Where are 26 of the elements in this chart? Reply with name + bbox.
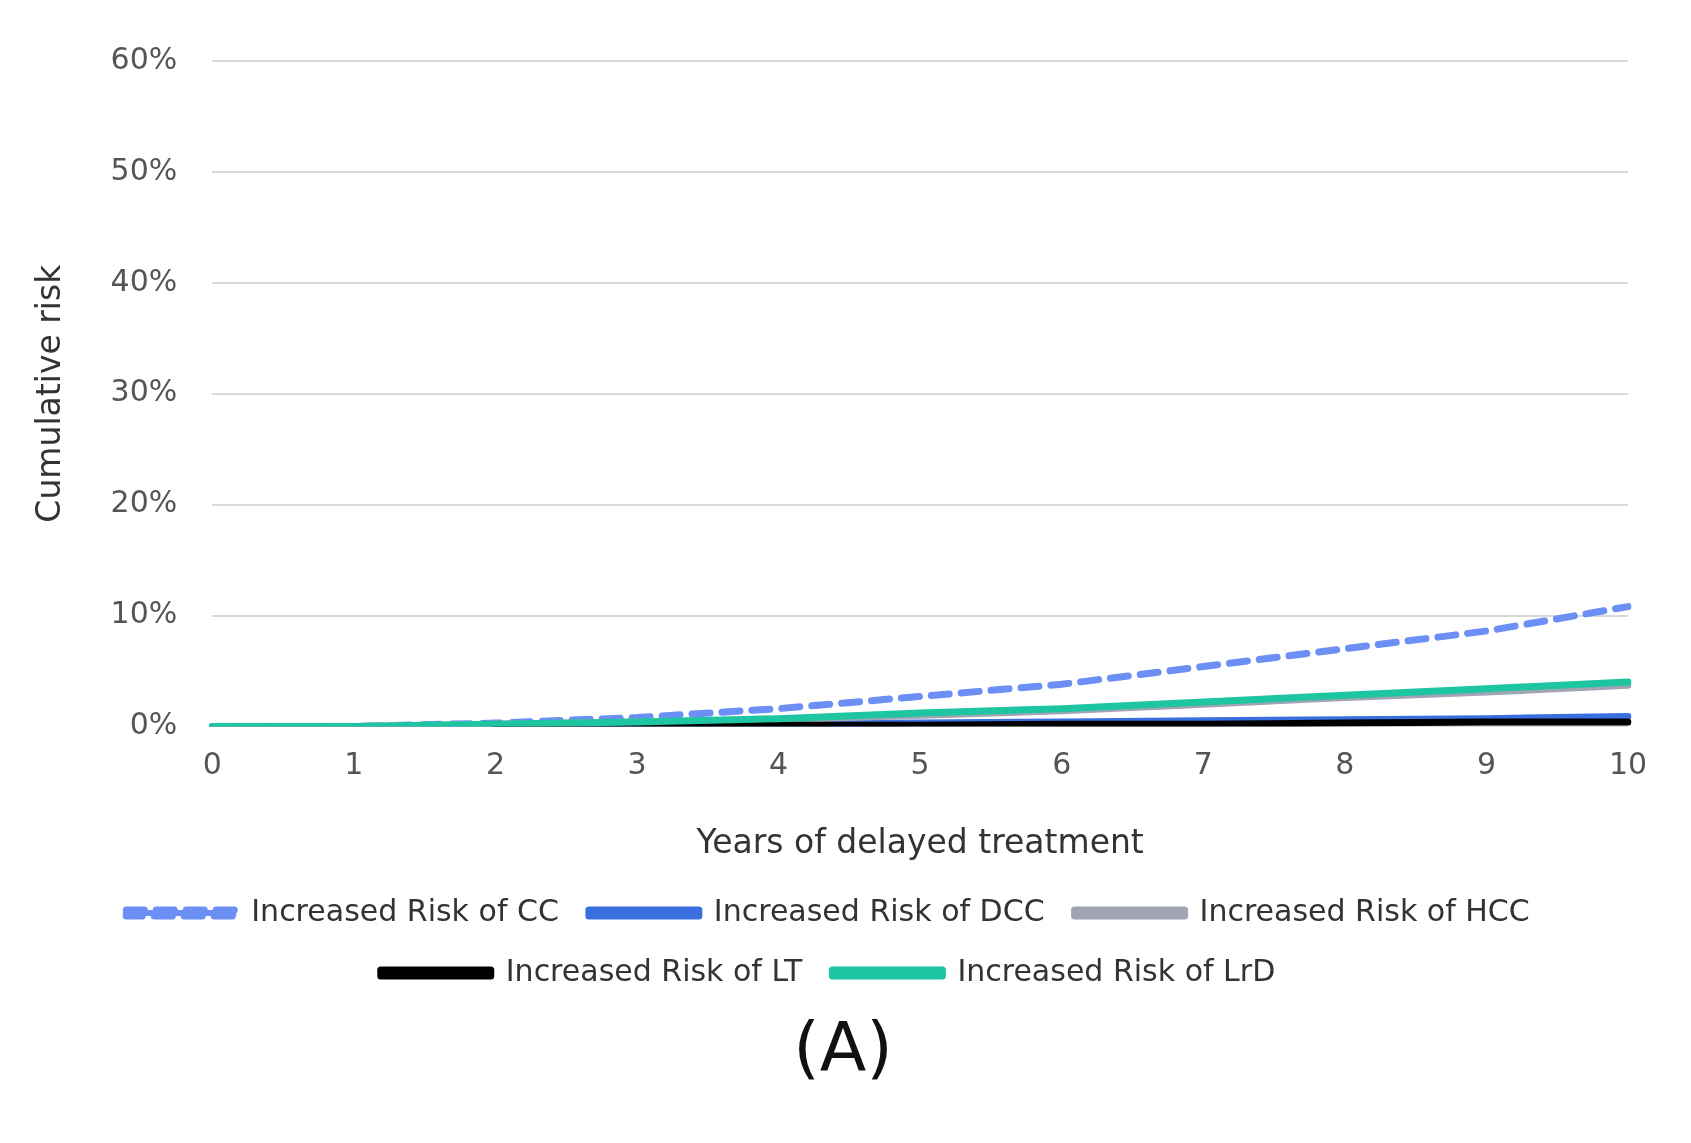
x-tick-label: 7: [1193, 746, 1213, 782]
y-axis-title: Cumulative risk: [29, 263, 69, 523]
x-tick-label: 4: [769, 746, 789, 782]
x-tick-label: 1: [344, 746, 364, 782]
x-tick-label: 10: [1608, 746, 1648, 782]
y-tick-label: 30%: [110, 373, 178, 409]
text: (A): [792, 1008, 894, 1087]
y-tick-label: 10%: [110, 595, 178, 631]
x-axis-title: Years of delayed treatment: [695, 821, 1144, 861]
legend-label: Increased Risk of LT: [505, 952, 804, 988]
x-tick-label: 3: [627, 746, 647, 782]
y-tick-label: 60%: [110, 40, 178, 76]
y-tick-label: 50%: [110, 151, 178, 187]
y-tick-label: 40%: [110, 262, 178, 298]
legend-label: Increased Risk of CC: [251, 892, 559, 928]
legend-label: Increased Risk of HCC: [1199, 892, 1530, 928]
x-tick-label: 8: [1335, 746, 1355, 782]
y-tick-label: 20%: [110, 484, 178, 520]
legend-label: Increased Risk of LrD: [957, 952, 1276, 988]
legend-label: Increased Risk of DCC: [713, 892, 1045, 928]
x-tick-label: 0: [202, 746, 222, 782]
y-tick-label: 0%: [129, 706, 178, 742]
x-tick-label: 5: [910, 746, 930, 782]
x-tick-label: 9: [1476, 746, 1496, 782]
x-tick-label: 2: [485, 746, 505, 782]
x-tick-label: 6: [1052, 746, 1072, 782]
